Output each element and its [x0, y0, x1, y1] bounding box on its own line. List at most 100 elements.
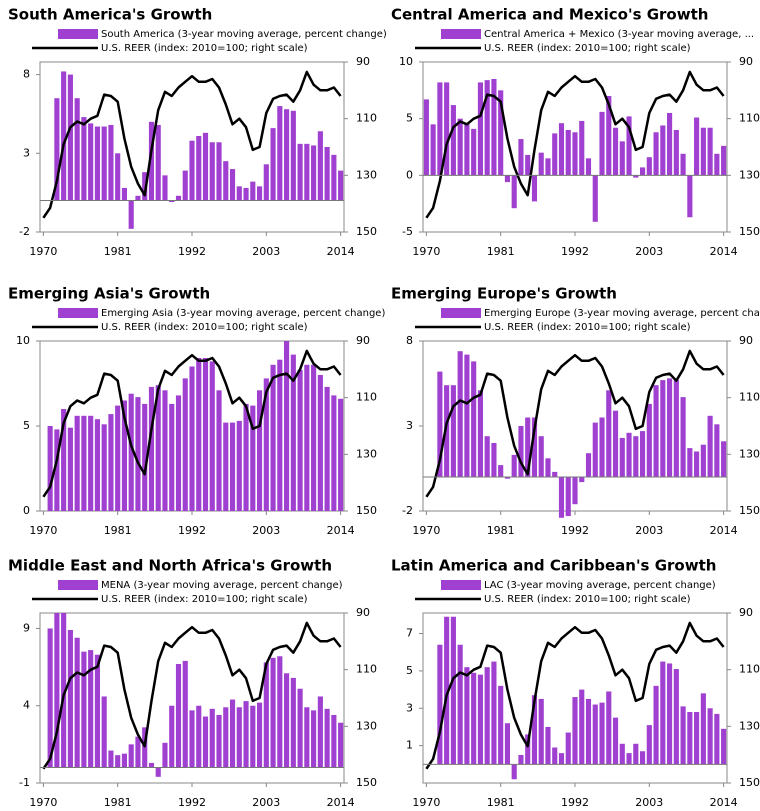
bar	[101, 126, 107, 201]
bar	[687, 448, 693, 477]
bar	[646, 157, 652, 176]
bar	[464, 667, 470, 765]
bar	[115, 405, 121, 511]
legend-label: Central America + Mexico (3-year moving …	[484, 29, 754, 40]
bar	[135, 397, 141, 511]
bar	[498, 90, 504, 176]
bar	[457, 351, 463, 477]
bar	[464, 354, 470, 477]
bar	[148, 762, 155, 768]
bar	[311, 710, 317, 768]
bar	[256, 702, 263, 768]
bar	[101, 424, 107, 511]
bar	[304, 364, 310, 511]
bar	[216, 715, 222, 768]
bar	[54, 613, 60, 768]
y2-tick-label: 150	[739, 504, 760, 517]
legend-label: Emerging Asia (3-year moving average, pe…	[101, 308, 385, 319]
bar	[250, 405, 256, 511]
bar	[518, 754, 524, 765]
bar	[223, 161, 229, 201]
y2-tick-label: 130	[356, 168, 377, 181]
bar	[707, 127, 713, 176]
y-tick-label: 0	[406, 168, 413, 181]
legend-label: U.S. REER (index: 2010=100; right scale)	[484, 43, 691, 54]
bar	[121, 753, 128, 768]
bar	[148, 121, 155, 201]
bar	[498, 465, 504, 477]
bar	[297, 369, 303, 511]
bar	[646, 403, 652, 477]
bar	[331, 395, 337, 511]
y2-tick-label: 110	[739, 391, 760, 404]
bar	[182, 378, 188, 511]
bar	[88, 123, 94, 201]
bar	[94, 419, 100, 511]
y-tick-label: 5	[406, 664, 413, 677]
y-tick-label: 5	[406, 112, 413, 125]
bar	[565, 477, 571, 517]
bar	[653, 132, 659, 176]
y-tick-label: -1	[19, 776, 30, 789]
y-tick-label: 5	[23, 419, 30, 432]
bar	[721, 441, 727, 477]
bar	[250, 181, 256, 201]
bar	[169, 200, 175, 203]
bar	[687, 712, 693, 765]
bar	[450, 385, 456, 477]
bar	[108, 414, 114, 511]
bar	[673, 380, 679, 477]
bar	[155, 385, 161, 511]
x-tick-label: 1970	[29, 796, 57, 807]
y2-tick-label: 150	[356, 504, 377, 517]
bar	[277, 106, 283, 201]
bar	[619, 743, 625, 765]
y2-tick-label: 90	[356, 606, 370, 619]
x-tick-label: 1970	[412, 524, 440, 537]
bar	[660, 125, 666, 176]
y2-tick-label: 110	[356, 663, 377, 676]
x-tick-label: 1992	[178, 245, 206, 258]
bar	[47, 628, 53, 768]
bar	[128, 393, 134, 511]
bar	[290, 677, 296, 768]
x-tick-label: 2003	[635, 245, 663, 258]
bar	[108, 750, 114, 768]
bar	[162, 742, 168, 768]
legend-label: Emerging Europe (3-year moving average, …	[484, 308, 760, 319]
bar	[619, 437, 625, 477]
bar	[236, 707, 242, 768]
x-tick-label: 2014	[710, 245, 738, 258]
y2-tick-label: 130	[356, 447, 377, 460]
bar	[653, 685, 659, 765]
line	[42, 349, 342, 498]
bar	[277, 656, 283, 768]
bar	[209, 142, 215, 201]
bar	[74, 98, 80, 201]
bar	[162, 390, 168, 511]
bar	[579, 120, 585, 176]
bar	[243, 403, 249, 511]
bar	[229, 422, 236, 511]
x-tick-label: 2014	[327, 524, 355, 537]
bar	[284, 341, 290, 511]
bar	[457, 644, 463, 765]
bar	[667, 378, 673, 477]
bar	[284, 673, 290, 768]
y2-tick-label: 150	[739, 776, 760, 789]
bar	[256, 390, 263, 511]
bar	[592, 175, 598, 222]
bar	[565, 130, 571, 176]
bar	[229, 169, 236, 201]
y2-tick-label: 90	[356, 334, 370, 347]
bar	[633, 743, 639, 765]
bar	[471, 672, 477, 765]
x-tick-label: 1992	[561, 524, 589, 537]
x-tick-label: 1981	[104, 245, 132, 258]
bar	[660, 380, 666, 477]
y2-tick-label: 90	[739, 55, 753, 68]
y2-tick-label: 150	[356, 776, 377, 789]
y2-tick-label: 90	[356, 55, 370, 68]
bar	[430, 124, 436, 176]
bar	[714, 153, 720, 176]
